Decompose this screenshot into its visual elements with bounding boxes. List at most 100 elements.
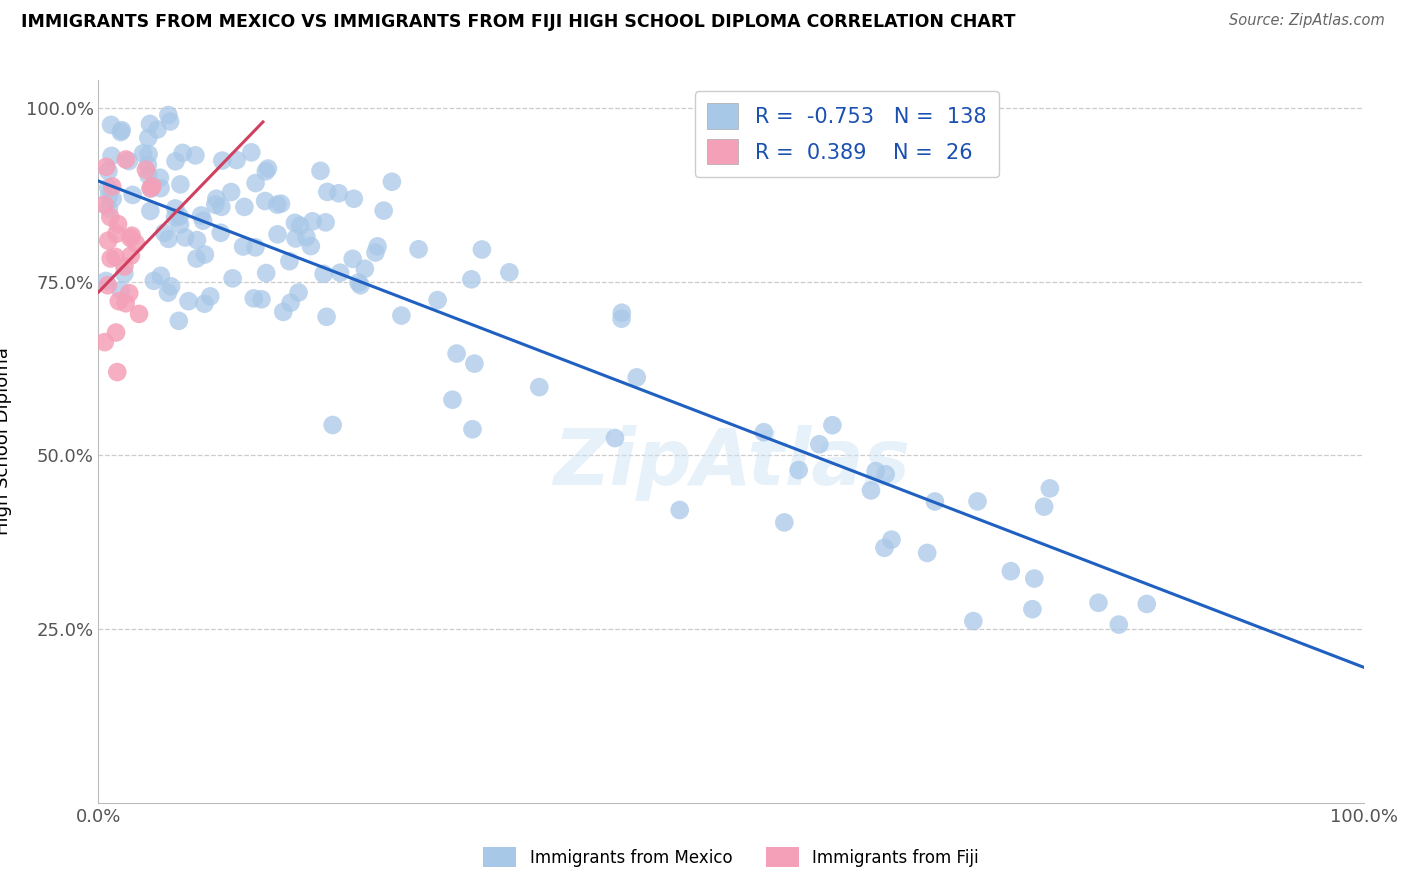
Point <box>225 153 247 167</box>
Point <box>107 217 129 231</box>
Point <box>367 239 389 253</box>
Text: Source: ZipAtlas.com: Source: ZipAtlas.com <box>1229 13 1385 29</box>
Point <box>1087 596 1109 610</box>
Point <box>174 230 197 244</box>
Point <box>141 179 163 194</box>
Point <box>295 230 318 244</box>
Point <box>135 162 157 177</box>
Point <box>280 295 302 310</box>
Point <box>1039 482 1062 496</box>
Point <box>96 160 118 174</box>
Point <box>159 114 181 128</box>
Point <box>94 274 117 288</box>
Point <box>104 250 127 264</box>
Point <box>138 169 160 183</box>
Point <box>859 483 882 498</box>
Point <box>169 178 191 192</box>
Point <box>169 218 191 232</box>
Point <box>125 236 148 251</box>
Point <box>498 265 520 279</box>
Point <box>626 370 648 384</box>
Point <box>121 228 143 243</box>
Point <box>364 245 387 260</box>
Point <box>132 146 155 161</box>
Point <box>353 261 375 276</box>
Point <box>347 276 370 290</box>
Point <box>441 392 464 407</box>
Point <box>342 252 364 266</box>
Text: IMMIGRANTS FROM MEXICO VS IMMIGRANTS FROM FIJI HIGH SCHOOL DIPLOMA CORRELATION C: IMMIGRANTS FROM MEXICO VS IMMIGRANTS FRO… <box>21 13 1015 31</box>
Point <box>120 231 142 245</box>
Point <box>446 346 468 360</box>
Point <box>165 154 187 169</box>
Point <box>315 310 337 324</box>
Point <box>278 254 301 268</box>
Point <box>610 311 633 326</box>
Point <box>157 232 180 246</box>
Point <box>821 418 844 433</box>
Point <box>118 154 141 169</box>
Point <box>287 285 309 300</box>
Point <box>312 267 335 281</box>
Point <box>245 240 267 254</box>
Point <box>110 283 132 297</box>
Point <box>460 272 482 286</box>
Point <box>316 185 339 199</box>
Point <box>136 158 159 172</box>
Point <box>610 306 633 320</box>
Point <box>865 464 887 478</box>
Point <box>139 181 162 195</box>
Point <box>924 494 946 508</box>
Point <box>284 231 307 245</box>
Point <box>915 546 938 560</box>
Point <box>209 226 232 240</box>
Point <box>191 213 214 227</box>
Point <box>240 145 263 160</box>
Point <box>112 260 135 274</box>
Point <box>529 380 551 394</box>
Point <box>389 309 412 323</box>
Point <box>808 437 831 451</box>
Text: ZipAtlas: ZipAtlas <box>553 425 910 501</box>
Point <box>301 214 323 228</box>
Point <box>97 181 120 195</box>
Point <box>172 145 194 160</box>
Point <box>290 219 312 233</box>
Point <box>205 192 228 206</box>
Point <box>343 192 366 206</box>
Point <box>204 197 226 211</box>
Point <box>149 181 172 195</box>
Point <box>200 289 222 303</box>
Point <box>752 425 775 440</box>
Point <box>219 185 242 199</box>
Point <box>97 278 120 293</box>
Point <box>221 271 243 285</box>
Point <box>773 516 796 530</box>
Point <box>118 286 141 301</box>
Point <box>322 417 344 432</box>
Point <box>266 227 288 242</box>
Point <box>880 533 903 547</box>
Point <box>875 467 897 482</box>
Point <box>463 357 485 371</box>
Point <box>165 202 187 216</box>
Point <box>1000 564 1022 578</box>
Point <box>98 210 121 224</box>
Point <box>211 153 233 168</box>
Point <box>177 294 200 309</box>
Point <box>186 252 208 266</box>
Point <box>114 296 136 310</box>
Point <box>966 494 988 508</box>
Point <box>120 249 142 263</box>
Point <box>266 197 288 211</box>
Point <box>193 296 215 310</box>
Point <box>105 227 128 241</box>
Point <box>107 294 129 309</box>
Point <box>105 365 128 379</box>
Point <box>128 307 150 321</box>
Point <box>461 422 484 436</box>
Point <box>101 179 124 194</box>
Legend: Immigrants from Mexico, Immigrants from Fiji: Immigrants from Mexico, Immigrants from … <box>477 840 986 874</box>
Point <box>245 176 267 190</box>
Point <box>299 239 322 253</box>
